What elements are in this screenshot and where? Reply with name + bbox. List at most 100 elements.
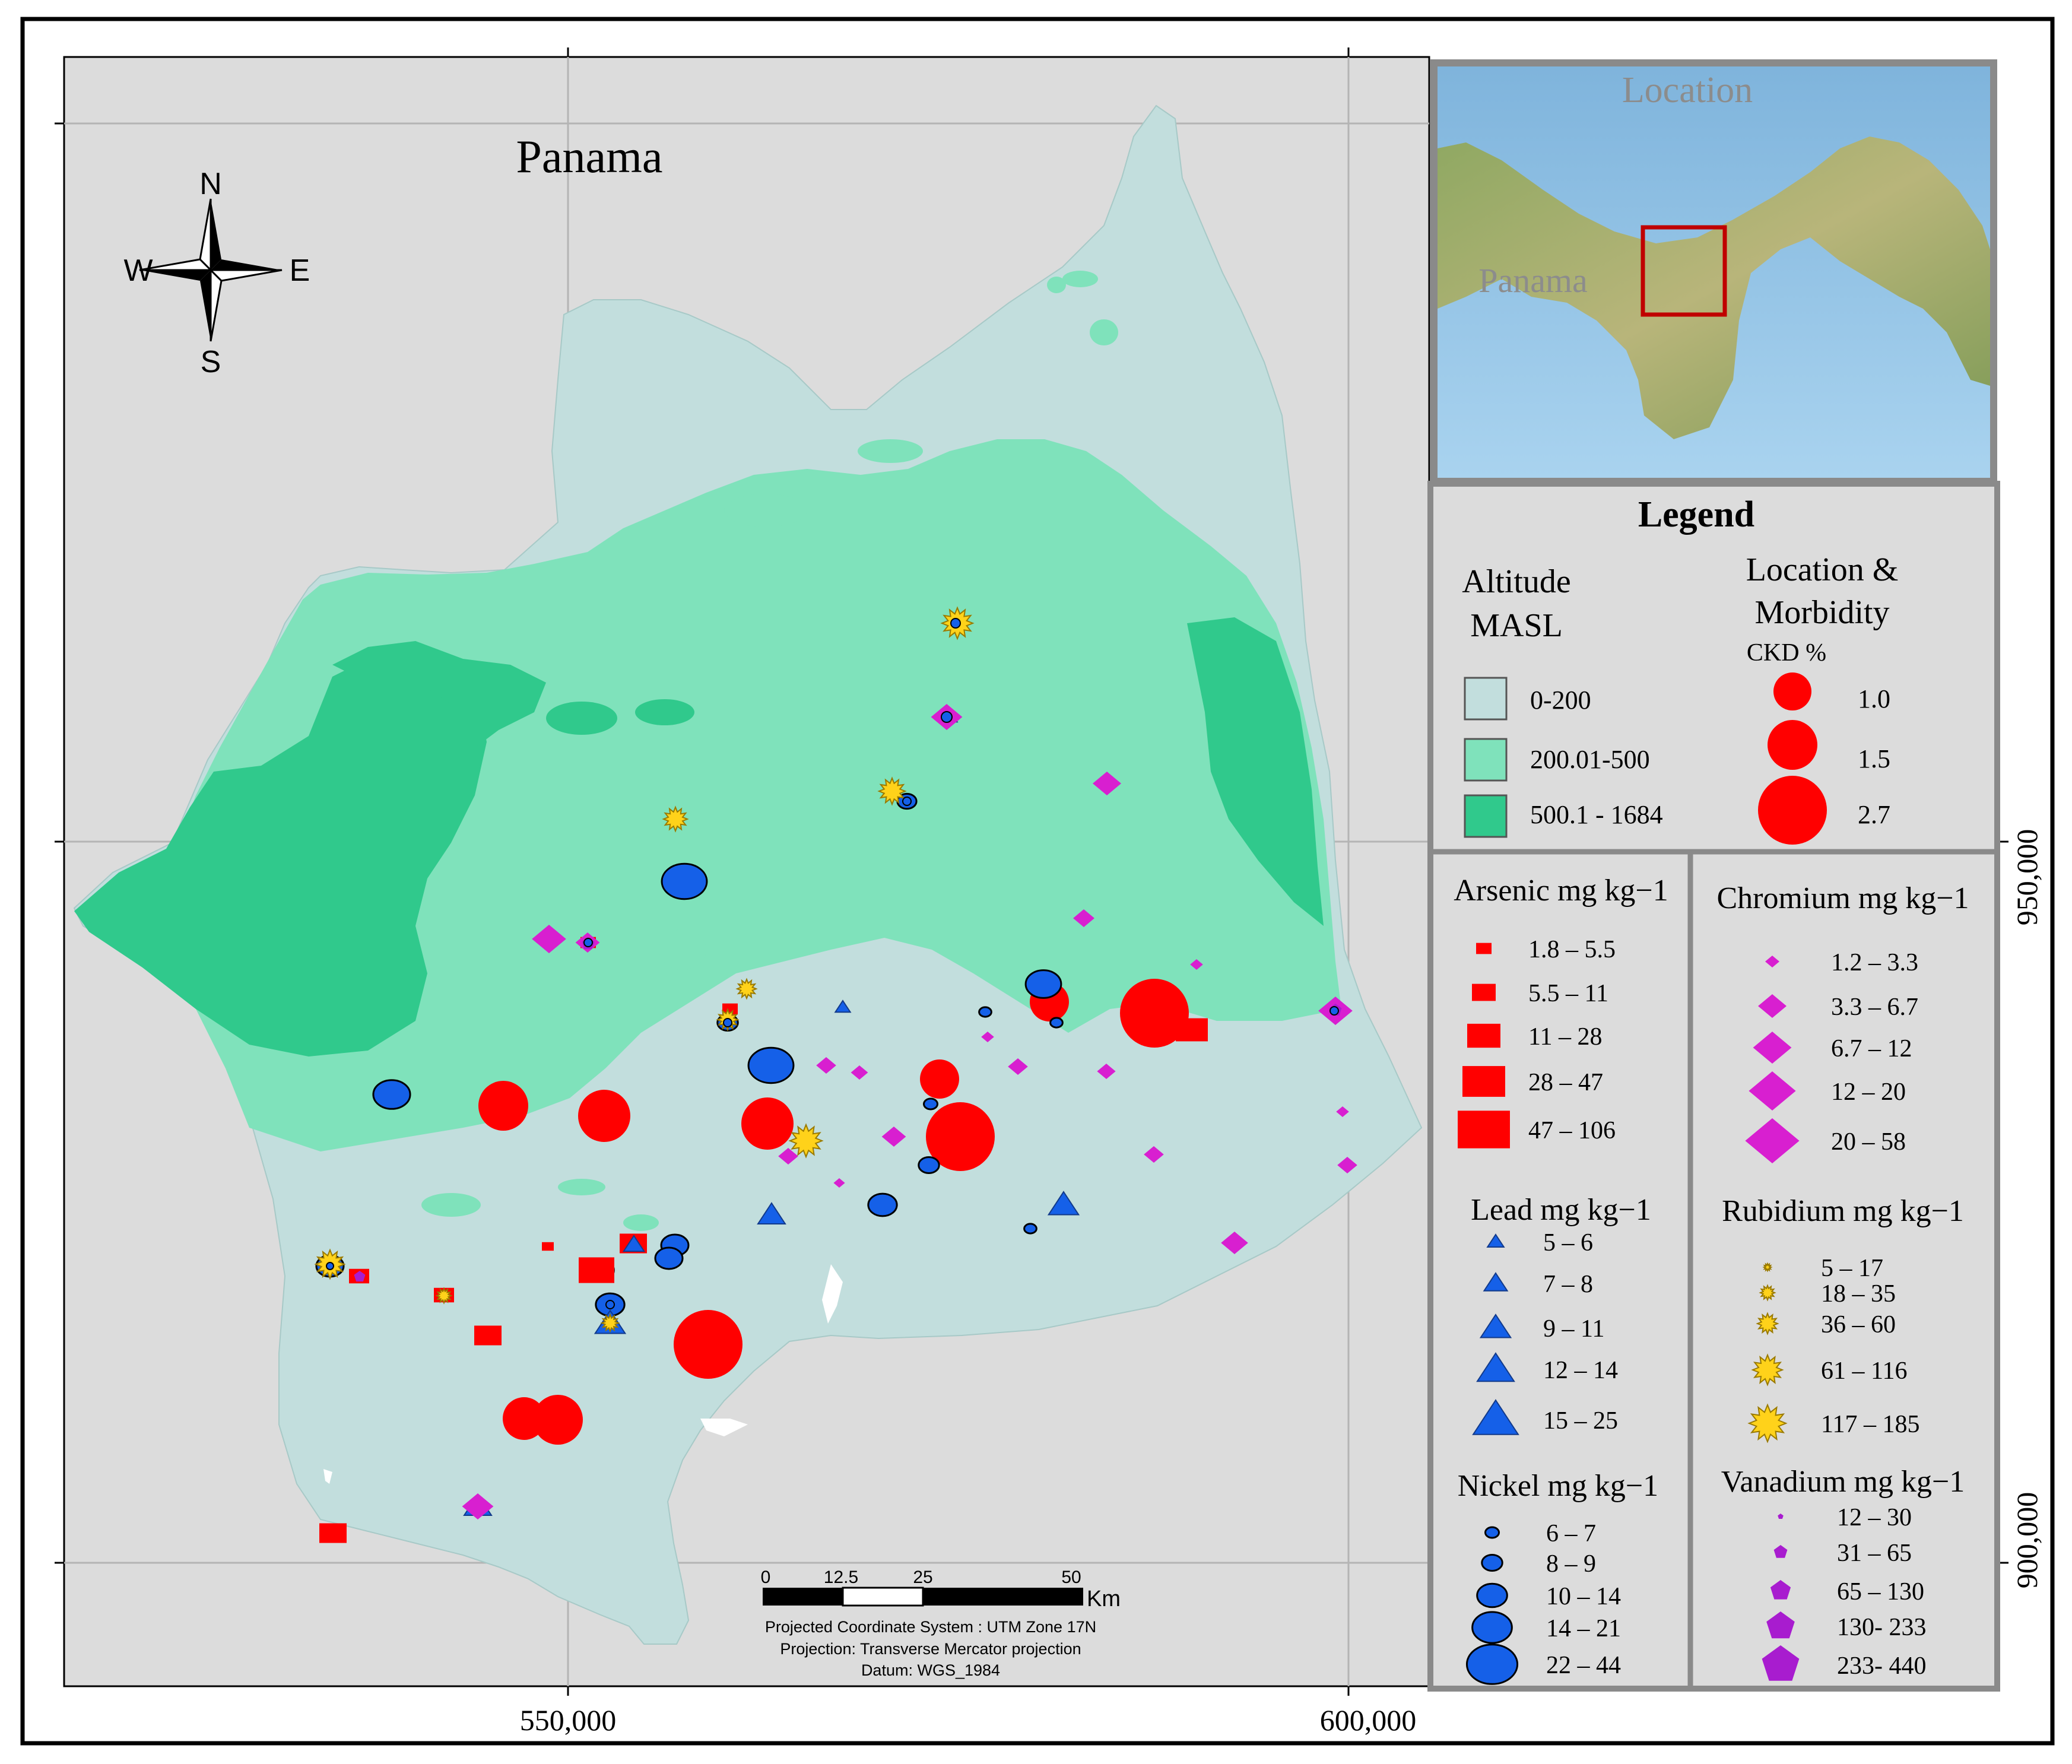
altitude-class-low: 0-200 bbox=[1530, 686, 1591, 715]
vanadium-legend-class-1: 12 – 30 bbox=[1837, 1504, 1912, 1531]
nickel-site-marker bbox=[941, 711, 953, 723]
ckd-site-marker bbox=[674, 1310, 743, 1379]
lead-legend-title: Lead mg kg−1 bbox=[1471, 1193, 1651, 1227]
chromium-legend-class-4: 12 – 20 bbox=[1831, 1078, 1906, 1106]
nickel-site-marker bbox=[326, 1262, 334, 1270]
rubidium-site-marker bbox=[435, 1287, 453, 1305]
scale-note-projection: Projection: Transverse Mercator projecti… bbox=[780, 1640, 1081, 1658]
nickel-site-marker bbox=[867, 1192, 898, 1217]
inset-highlight bbox=[1641, 225, 1727, 317]
chromium-site-marker bbox=[981, 1032, 994, 1042]
rubidium-legend-symbol-1 bbox=[1762, 1262, 1773, 1273]
lead-site-marker bbox=[622, 1235, 646, 1252]
rubidium-site-marker bbox=[877, 776, 907, 806]
nickel-site-marker bbox=[661, 862, 708, 900]
chromium-site-marker bbox=[1221, 1232, 1248, 1254]
vanadium-legend-symbol-1 bbox=[1778, 1514, 1784, 1519]
nickel-site-marker bbox=[950, 618, 961, 629]
y-tick-label-950000: 950,000 bbox=[2010, 829, 2044, 926]
chromium-site-marker bbox=[1097, 1064, 1116, 1079]
ckd-value-2-7: 2.7 bbox=[1858, 800, 1890, 829]
nickel-site-marker bbox=[1329, 1006, 1339, 1016]
rubidium-site-marker bbox=[735, 978, 758, 1000]
altitude-swatch-low bbox=[1464, 677, 1508, 721]
vanadium-legend-title: Vanadium mg kg−1 bbox=[1721, 1465, 1965, 1499]
map-symbols bbox=[314, 606, 1357, 1543]
lead-legend-symbol-3 bbox=[1479, 1314, 1512, 1338]
rubidium-site-marker bbox=[600, 1313, 620, 1333]
ckd-site-marker bbox=[503, 1397, 545, 1440]
rubidium-legend-class-3: 36 – 60 bbox=[1821, 1311, 1896, 1338]
vanadium-legend-class-4: 130- 233 bbox=[1837, 1614, 1927, 1641]
ckd-site-marker bbox=[578, 1090, 630, 1142]
nickel-legend-symbol-3 bbox=[1476, 1582, 1508, 1608]
inset-title: Location bbox=[1622, 70, 1753, 110]
chromium-site-marker bbox=[532, 925, 566, 953]
nickel-legend-class-4: 14 – 21 bbox=[1546, 1615, 1621, 1642]
scale-note-datum: Datum: WGS_1984 bbox=[861, 1661, 1000, 1679]
vanadium-legend-class-3: 65 – 130 bbox=[1837, 1578, 1924, 1606]
chromium-site-marker bbox=[851, 1065, 868, 1080]
y-tick-label-900000: 900,000 bbox=[2010, 1492, 2044, 1589]
x-tick-label-600000: 600,000 bbox=[1320, 1703, 1417, 1737]
ckd-symbol-2-7 bbox=[1758, 776, 1827, 845]
chromium-legend-symbol-2 bbox=[1758, 994, 1787, 1018]
x-tick-label-550000: 550,000 bbox=[520, 1703, 617, 1737]
nickel-legend-class-1: 6 – 7 bbox=[1546, 1520, 1596, 1547]
chromium-legend-class-1: 1.2 – 3.3 bbox=[1831, 949, 1918, 976]
arsenic-legend-symbol-4 bbox=[1462, 1066, 1505, 1097]
altitude-subheading: MASL bbox=[1470, 607, 1563, 644]
lead-site-marker bbox=[834, 1000, 852, 1013]
ckd-site-marker bbox=[926, 1102, 995, 1171]
arsenic-site-marker bbox=[474, 1325, 502, 1346]
ckd-value-1-0: 1.0 bbox=[1858, 684, 1890, 713]
scale-tick-50: 50 bbox=[1061, 1568, 1081, 1587]
altitude-swatch-high bbox=[1464, 794, 1508, 838]
inset-map: Location Panama bbox=[1430, 59, 1997, 484]
lead-legend-symbol-1 bbox=[1486, 1233, 1505, 1248]
chromium-site-marker bbox=[1093, 772, 1121, 795]
lead-legend-class-1: 5 – 6 bbox=[1543, 1229, 1593, 1257]
chromium-site-marker bbox=[1337, 1157, 1357, 1173]
rubidium-legend-symbol-2 bbox=[1759, 1284, 1776, 1302]
rubidium-site-marker bbox=[662, 805, 689, 833]
ckd-heading: Location & bbox=[1746, 551, 1899, 588]
rubidium-site-marker bbox=[788, 1123, 824, 1159]
nickel-legend-symbol-4 bbox=[1471, 1611, 1513, 1644]
compass-n: N bbox=[199, 167, 222, 201]
water-inlet bbox=[822, 1264, 843, 1324]
chromium-site-marker bbox=[833, 1178, 845, 1188]
ckd-symbol-1-5 bbox=[1768, 720, 1817, 770]
chromium-legend-symbol-4 bbox=[1749, 1071, 1796, 1111]
ckd-site-marker bbox=[920, 1059, 959, 1099]
chromium-legend-class-5: 20 – 58 bbox=[1831, 1128, 1906, 1156]
vanadium-legend-symbol-2 bbox=[1773, 1545, 1788, 1558]
ckd-sub-label: CKD % bbox=[1747, 639, 1826, 667]
chromium-site-marker bbox=[1073, 909, 1094, 927]
rubidium-legend-class-5: 117 – 185 bbox=[1821, 1411, 1919, 1438]
altitude-class-mid: 200.01-500 bbox=[1530, 745, 1650, 774]
rubidium-legend-symbol-5 bbox=[1747, 1403, 1788, 1443]
chromium-site-marker bbox=[462, 1493, 494, 1519]
arsenic-legend-symbol-3 bbox=[1467, 1023, 1500, 1048]
rubidium-legend-symbol-3 bbox=[1756, 1312, 1779, 1335]
coast-notch bbox=[700, 1419, 748, 1436]
ckd-site-marker bbox=[741, 1097, 794, 1150]
arsenic-site-marker bbox=[579, 1257, 614, 1283]
arsenic-site-marker bbox=[542, 1242, 554, 1251]
arsenic-legend-class-2: 5.5 – 11 bbox=[1528, 980, 1608, 1007]
altitude-class-high: 500.1 - 1684 bbox=[1530, 800, 1663, 829]
ckd-site-marker bbox=[1120, 979, 1189, 1048]
chromium-site-marker bbox=[1144, 1146, 1164, 1163]
arsenic-site-marker bbox=[1176, 1018, 1208, 1042]
ckd-subheading: Morbidity bbox=[1754, 594, 1889, 631]
arsenic-legend-symbol-2 bbox=[1472, 983, 1496, 1001]
nickel-site-marker bbox=[583, 938, 593, 947]
arsenic-legend-symbol-1 bbox=[1476, 943, 1492, 954]
chromium-site-marker bbox=[1190, 959, 1203, 970]
arsenic-legend-class-3: 11 – 28 bbox=[1528, 1023, 1602, 1051]
scale-unit: Km bbox=[1087, 1587, 1121, 1611]
ckd-value-1-5: 1.5 bbox=[1858, 744, 1890, 773]
